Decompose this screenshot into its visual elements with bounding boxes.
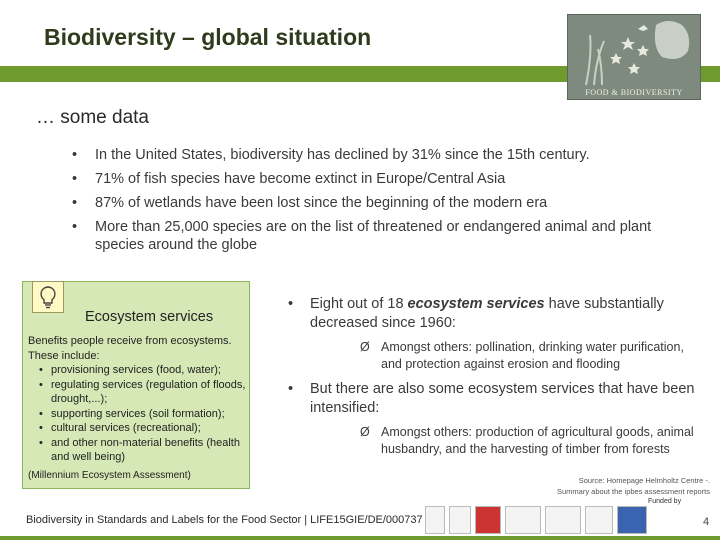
partner-logo <box>475 506 501 534</box>
partner-logos <box>425 505 647 535</box>
eco-box-body: Benefits people receive from ecosystems.… <box>28 334 250 483</box>
eco-list-item: provisioning services (food, water); <box>39 363 250 378</box>
partner-logo <box>505 506 541 534</box>
source-note: Source: Homepage Helmholtz Centre -. Sum… <box>557 476 710 496</box>
eco-source: (Millennium Ecosystem Assessment) <box>28 469 191 481</box>
logo-text: FOOD & BIODIVERSITY <box>585 88 683 97</box>
page-number: 4 <box>703 516 710 528</box>
ecosystem-services-box: Ecosystem services Benefits people recei… <box>22 281 250 489</box>
finding-decreased: Eight out of 18 ecosystem services have … <box>284 295 704 333</box>
arrow-bullet-icon: Ø <box>360 340 370 354</box>
eu-flag-icon <box>617 506 647 534</box>
finding-intensified-detail: Ø Amongst others: production of agricultu… <box>360 425 694 456</box>
partner-logo <box>585 506 613 534</box>
slide-title: Biodiversity – global situation <box>44 24 372 50</box>
partner-logo <box>449 506 471 534</box>
eco-list-item: regulating services (regulation of flood… <box>39 378 250 407</box>
eco-list-item: cultural services (recreational); <box>39 421 250 436</box>
food-biodiversity-logo: FOOD & BIODIVERSITY <box>567 14 701 100</box>
partner-logo <box>545 506 581 534</box>
footer-text: Biodiversity in Standards and Labels for… <box>26 514 429 526</box>
fact-item: 87% of wetlands have been lost since the… <box>72 194 692 212</box>
eco-list: provisioning services (food, water); reg… <box>28 363 250 465</box>
fact-list: In the United States, biodiversity has d… <box>72 146 692 260</box>
eco-list-item: supporting services (soil formation); <box>39 407 250 422</box>
arrow-bullet-icon: Ø <box>360 425 370 439</box>
finding-decreased-detail: Ø Amongst others: pollination, drinking w… <box>360 340 684 371</box>
eco-box-title: Ecosystem services <box>85 309 214 325</box>
ecosystem-findings: Eight out of 18 ecosystem services have … <box>284 295 704 457</box>
section-subhead: … some data <box>36 107 149 128</box>
funded-by-label: Funded by <box>648 498 682 505</box>
header-bar <box>0 66 720 82</box>
footer-bar <box>0 536 720 540</box>
partner-logo <box>425 506 445 534</box>
logo-graphic-icon <box>585 21 690 86</box>
eco-list-item: and other non-material benefits (health … <box>39 436 250 465</box>
fact-item: More than 25,000 species are on the list… <box>72 218 692 254</box>
fact-item: 71% of fish species have become extinct … <box>72 170 692 188</box>
finding-intensified: But there are also some ecosystem servic… <box>284 380 704 418</box>
eco-intro: Benefits people receive from ecosystems.… <box>28 335 232 362</box>
fact-item: In the United States, biodiversity has d… <box>72 146 692 164</box>
lightbulb-icon <box>32 281 64 313</box>
